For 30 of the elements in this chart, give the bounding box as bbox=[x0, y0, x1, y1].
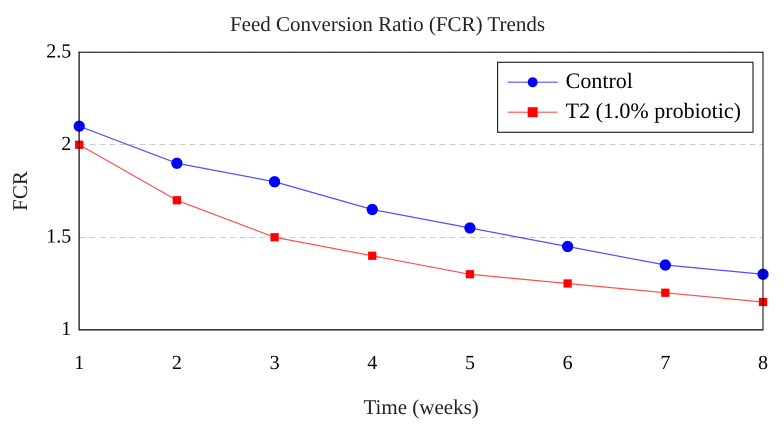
point bbox=[466, 270, 474, 278]
point bbox=[563, 279, 572, 288]
y-tick-label: 2.5 bbox=[46, 40, 72, 62]
point bbox=[660, 259, 671, 271]
point bbox=[562, 240, 574, 252]
x-tick-label: 5 bbox=[464, 352, 475, 374]
point bbox=[172, 196, 182, 204]
x-tick-label: 3 bbox=[270, 352, 280, 374]
legend-label: Control bbox=[566, 68, 633, 93]
point bbox=[268, 176, 280, 188]
point bbox=[661, 288, 670, 297]
x-tick-label: 2 bbox=[172, 352, 182, 374]
point bbox=[464, 222, 476, 234]
point bbox=[757, 268, 769, 280]
legend-label: T2 (1.0% probiotic) bbox=[566, 98, 742, 123]
x-axis-title: Time (weeks) bbox=[363, 394, 479, 419]
x-tick-label: 8 bbox=[758, 352, 768, 374]
point bbox=[368, 252, 376, 260]
point bbox=[366, 204, 378, 216]
x-tick-label: 4 bbox=[367, 352, 378, 374]
y-tick-label: 1.5 bbox=[46, 226, 72, 248]
chart-title: Feed Conversion Ratio (FCR) Trends bbox=[230, 12, 546, 36]
x-tick-label: 7 bbox=[660, 352, 670, 374]
y-axis-title: FCR bbox=[8, 171, 32, 211]
point bbox=[171, 158, 182, 169]
point bbox=[75, 140, 84, 149]
y-tick-label: 1 bbox=[61, 318, 72, 340]
x-tick-label: 6 bbox=[562, 352, 573, 374]
y-tick-label: 2 bbox=[61, 132, 72, 155]
point bbox=[270, 233, 279, 242]
